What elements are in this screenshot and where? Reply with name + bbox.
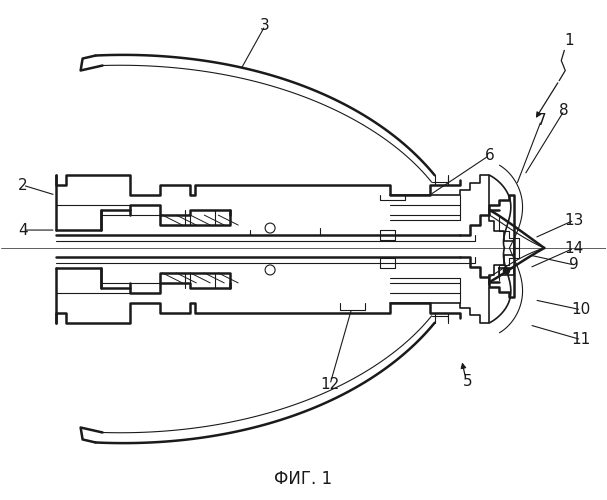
Text: 1: 1 (565, 33, 574, 48)
Circle shape (503, 268, 509, 274)
Text: 13: 13 (565, 212, 584, 228)
Text: 2: 2 (18, 178, 27, 192)
Text: 6: 6 (484, 148, 494, 163)
Text: 8: 8 (560, 103, 569, 118)
Text: 10: 10 (572, 302, 591, 318)
Text: 14: 14 (565, 240, 584, 256)
Text: 5: 5 (463, 374, 472, 389)
Text: ФИГ. 1: ФИГ. 1 (274, 470, 332, 488)
Text: 4: 4 (18, 222, 27, 238)
Text: 12: 12 (320, 377, 339, 392)
Text: 11: 11 (572, 332, 591, 347)
Text: 9: 9 (569, 258, 579, 272)
Text: 7: 7 (537, 113, 546, 128)
Text: 3: 3 (260, 18, 270, 33)
